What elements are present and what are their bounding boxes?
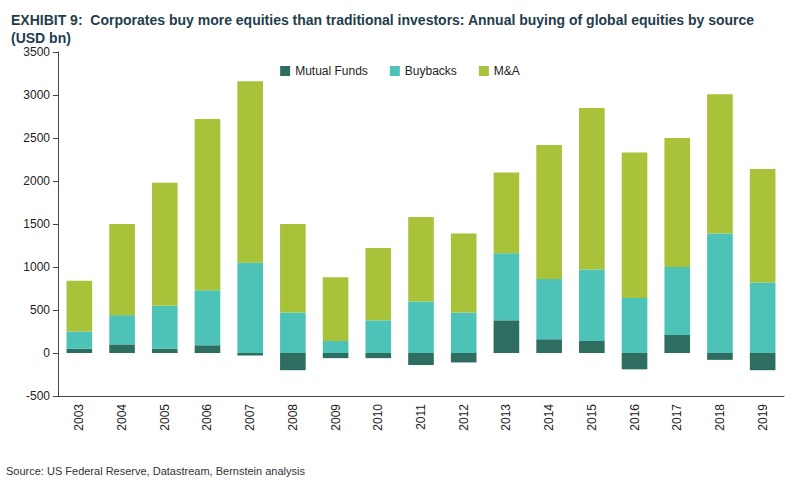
svg-text:2009: 2009 [329, 404, 343, 431]
svg-text:EXHIBIT 9: Corporates buy mor: EXHIBIT 9: Corporates buy more equities … [11, 12, 758, 28]
svg-text:2010: 2010 [371, 404, 385, 431]
svg-text:M&A: M&A [494, 64, 520, 78]
svg-text:3000: 3000 [23, 88, 50, 102]
svg-text:2000: 2000 [23, 174, 50, 188]
svg-text:-500: -500 [26, 389, 50, 403]
svg-text:(USD bn): (USD bn) [11, 30, 71, 46]
svg-text:2007: 2007 [243, 404, 257, 431]
svg-text:2017: 2017 [670, 404, 684, 431]
svg-text:2005: 2005 [158, 404, 172, 431]
svg-text:2015: 2015 [585, 404, 599, 431]
svg-text:2013: 2013 [499, 404, 513, 431]
svg-text:2018: 2018 [713, 404, 727, 431]
svg-text:2008: 2008 [286, 404, 300, 431]
svg-text:0: 0 [43, 346, 50, 360]
svg-text:Buybacks: Buybacks [405, 64, 457, 78]
svg-text:1000: 1000 [23, 260, 50, 274]
svg-text:2006: 2006 [200, 404, 214, 431]
svg-text:Source: US Federal Reserve, Da: Source: US Federal Reserve, Datastream, … [6, 465, 305, 477]
svg-text:2012: 2012 [457, 404, 471, 431]
svg-text:Mutual Funds: Mutual Funds [295, 64, 368, 78]
svg-text:2014: 2014 [542, 404, 556, 431]
svg-text:2004: 2004 [115, 404, 129, 431]
svg-text:2019: 2019 [756, 404, 770, 431]
svg-text:2500: 2500 [23, 131, 50, 145]
svg-text:1500: 1500 [23, 217, 50, 231]
svg-text:500: 500 [30, 303, 50, 317]
svg-text:2003: 2003 [72, 404, 86, 431]
svg-text:2011: 2011 [414, 404, 428, 430]
svg-text:3500: 3500 [23, 45, 50, 59]
svg-text:2016: 2016 [628, 404, 642, 431]
